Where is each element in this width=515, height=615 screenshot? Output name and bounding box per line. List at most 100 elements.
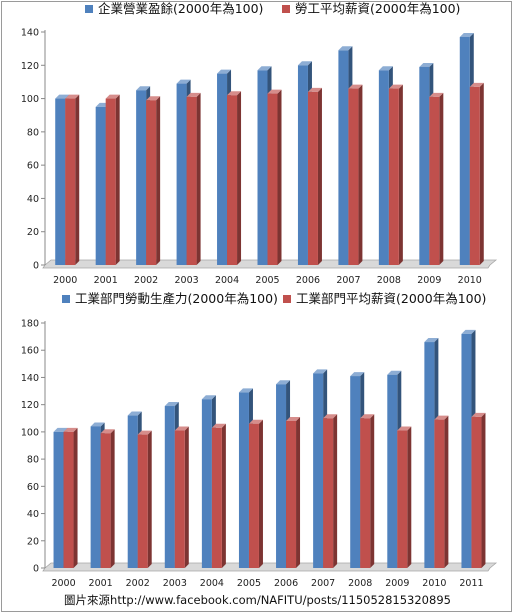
y-tick-label: 140 <box>21 28 39 39</box>
bar-top <box>397 426 412 431</box>
chart-1: 企業營業盈餘(2000年為100) 勞工平均薪資(2000年為100) 0 20 40 6… <box>21 1 498 286</box>
bar-front <box>360 418 371 568</box>
bar-2001-series-2 <box>100 429 115 568</box>
bar-front <box>127 415 138 568</box>
bar-side <box>75 94 80 265</box>
bar-top <box>174 426 189 431</box>
x-tick-label-2003: 2003 <box>163 578 187 589</box>
bar-front <box>201 399 212 568</box>
x-tick-label-2006: 2006 <box>274 578 298 589</box>
bar-top <box>424 338 439 343</box>
legend-label-1: 企業營業盈餘(2000年為100) <box>98 1 263 16</box>
bar-side <box>398 84 403 265</box>
x-tick-label-2004: 2004 <box>215 275 239 286</box>
bar-front <box>461 333 472 568</box>
chart-2: 工業部門勞動生產力(2000年為100) 工業部門平均薪資(2000年為100) 0… <box>21 291 498 589</box>
bar-2000-series-2 <box>65 94 80 265</box>
bar-top <box>313 369 328 374</box>
bar-top <box>387 370 402 375</box>
bar-front <box>248 423 259 568</box>
bar-top <box>419 62 434 67</box>
y-tick-label: 60 <box>27 482 39 493</box>
bar-top <box>469 82 484 87</box>
bar-2003-series-2 <box>186 92 201 266</box>
bar-top <box>348 84 363 89</box>
bar-2010-series-2 <box>469 82 484 266</box>
bar-side <box>73 427 78 568</box>
bar-side <box>221 423 226 568</box>
x-tick-label-2000: 2000 <box>53 275 77 286</box>
bar-front <box>348 88 359 265</box>
bar-2004-series-2 <box>211 423 226 568</box>
bar-top <box>238 388 253 393</box>
legend-label-2: 工業部門平均薪資(2000年為100) <box>296 291 486 306</box>
bar-front <box>429 96 440 266</box>
bar-2004-series-2 <box>227 91 242 265</box>
bar-front <box>257 70 268 266</box>
bar-top <box>378 66 393 71</box>
x-tick-label-2007: 2007 <box>311 578 335 589</box>
bar-front <box>471 416 482 568</box>
bar-top <box>434 415 449 420</box>
bar-side <box>147 430 152 568</box>
bar-side <box>156 96 161 265</box>
bar-side <box>407 426 412 568</box>
bar-top <box>137 430 152 435</box>
bar-front <box>174 430 185 568</box>
x-tick-label-2005: 2005 <box>237 578 261 589</box>
bar-top <box>100 429 115 434</box>
bar-front <box>307 91 318 266</box>
bar-top <box>201 395 216 400</box>
bar-side <box>237 91 242 265</box>
bar-top <box>248 419 263 424</box>
bar-front <box>297 65 308 266</box>
x-tick-label-2002: 2002 <box>126 578 150 589</box>
y-tick-label: 20 <box>27 227 39 238</box>
bar-top <box>127 411 142 416</box>
x-tick-label-2002: 2002 <box>134 275 158 286</box>
bar-top <box>217 69 232 74</box>
legend-label-2: 勞工平均薪資(2000年為100) <box>295 1 460 16</box>
bar-2007-series-2 <box>348 84 363 265</box>
bar-top <box>136 86 151 91</box>
x-tick-label-2009: 2009 <box>417 275 441 286</box>
bar-top <box>257 66 272 71</box>
chart-floor <box>42 562 498 572</box>
bar-top <box>459 32 474 37</box>
bar-top <box>105 94 120 99</box>
bar-top <box>297 61 312 66</box>
bar-top <box>186 92 201 97</box>
bar-front <box>53 431 64 568</box>
bar-2003-series-2 <box>174 426 189 568</box>
bar-side <box>444 415 449 568</box>
y-tick-label: 120 <box>21 400 39 411</box>
legend-swatch-2 <box>283 295 291 303</box>
bar-top <box>429 92 444 97</box>
bar-top <box>146 96 161 101</box>
y-tick-label: 0 <box>33 261 39 272</box>
bar-front <box>164 406 175 568</box>
bar-top <box>164 402 179 407</box>
bar-2008-series-2 <box>388 84 403 265</box>
bar-front <box>469 86 480 266</box>
bar-side <box>439 92 444 266</box>
bar-2001-series-2 <box>105 94 120 265</box>
y-tick-label: 140 <box>21 373 39 384</box>
legend-swatch-1 <box>85 5 93 13</box>
bar-top <box>211 423 226 428</box>
x-tick-label-2004: 2004 <box>200 578 224 589</box>
y-tick-label: 40 <box>27 194 39 205</box>
bar-top <box>338 46 353 51</box>
bar-2000-series-2 <box>63 427 78 568</box>
y-tick-label: 40 <box>27 509 39 520</box>
bar-top <box>360 414 375 419</box>
bar-2008-series-2 <box>360 414 375 568</box>
bar-front <box>387 374 398 568</box>
bar-top <box>323 414 338 419</box>
bar-top <box>53 427 68 432</box>
y-tick-label: 80 <box>27 455 39 466</box>
bar-2011-series-2 <box>471 412 486 568</box>
bar-front <box>276 384 287 568</box>
bar-2007-series-2 <box>323 414 338 568</box>
